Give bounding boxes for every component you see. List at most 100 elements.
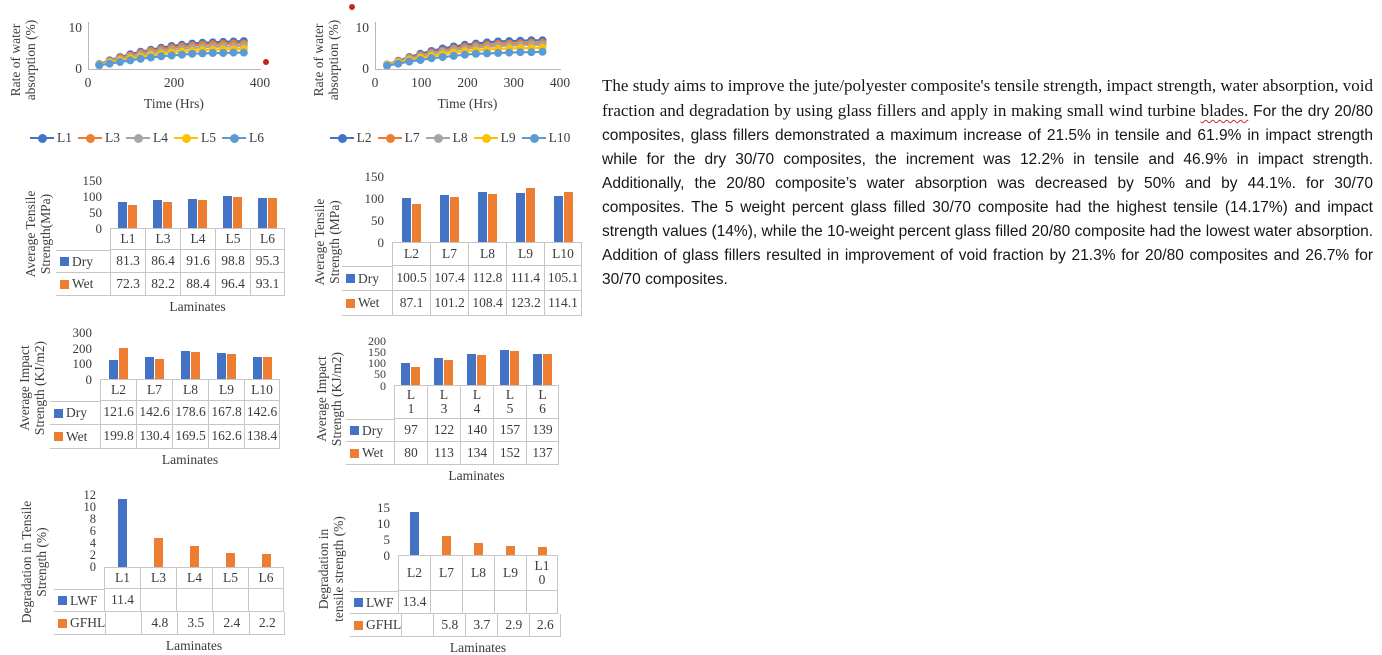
value-cell: 113 (427, 442, 460, 465)
table-row: Dry 97 122 140 157 139 (346, 419, 559, 442)
bar-wet (226, 354, 236, 379)
bar-wet (262, 357, 272, 379)
table-row: Dry 121.6 142.6 178.6 167.8 142.6 (50, 401, 280, 425)
bar-wet (543, 354, 552, 385)
value-cell: 100.5 (392, 266, 430, 291)
y-axis-title: Rate of water absorption (%) (7, 19, 38, 100)
bar-group (104, 495, 140, 567)
bar-group (248, 495, 284, 567)
legend-item: L9 (473, 130, 516, 146)
y-tick-label: 200 (368, 333, 386, 348)
value-cell: 138.4 (244, 425, 280, 449)
category-header-cell: L3 (145, 228, 180, 250)
value-cell: 2.9 (497, 614, 530, 637)
value-cell: 162.6 (208, 425, 244, 449)
legend-key-swatch (354, 620, 363, 630)
y-tick-label: 0 (362, 61, 369, 76)
legend-label: L9 (500, 130, 516, 145)
series-name-label: GFHL (366, 617, 402, 632)
bar-group (244, 332, 280, 379)
category-header-cell: L 1 (394, 385, 427, 419)
legend-label: L2 (356, 130, 372, 145)
series-name-label: GFHL (70, 615, 106, 630)
bar-wet (525, 188, 535, 242)
x-axis-title: Laminates (449, 640, 507, 655)
value-cell (176, 589, 212, 612)
bar-wet (411, 367, 420, 385)
bar-wet (154, 359, 164, 379)
category-header-cell: L 4 (460, 385, 493, 419)
table-row: GFHL 4.8 3.5 2.4 2.2 (54, 612, 286, 635)
value-cell: 139 (526, 419, 559, 442)
plot-area (88, 22, 261, 70)
value-cell: 91.6 (180, 250, 215, 273)
bar-group (526, 340, 559, 385)
bar-gfhl (505, 546, 515, 555)
y-tick-label: 150 (364, 169, 385, 185)
legend-marker (377, 133, 402, 143)
bar-group (430, 507, 462, 555)
value-cell: 2.6 (529, 614, 562, 637)
bar-group (462, 507, 494, 555)
y-axis-title: Average Impact Strength (KJ/m2) (313, 351, 344, 446)
y-tick-label: 50 (89, 205, 102, 221)
series-legend-cell: Dry (346, 419, 394, 442)
bar-lwf (409, 512, 419, 555)
value-cell (430, 591, 462, 614)
bar-group (136, 332, 172, 379)
chart-avg-tensile-L2-set: Average Tensile Strength (MPa) 0 50 100 150 L… (312, 168, 586, 318)
series-name-label: Wet (362, 445, 384, 460)
legend-item: L5 (174, 130, 216, 146)
bar-wet (163, 202, 172, 228)
value-cell (105, 612, 142, 635)
plot-area (398, 507, 558, 555)
paragraph-misspelled-word: blades. (1200, 101, 1249, 120)
x-axis-title: Laminates (169, 299, 226, 314)
legend-key-swatch (354, 598, 363, 607)
y-tick-label: 50 (371, 213, 384, 229)
value-cell: 87.1 (392, 291, 430, 316)
table-row: Wet 87.1 101.2 108.4 123.2 114.1 (342, 291, 582, 316)
chart-avg-impact-L2-set: Average Impact Strength (KJ/m2) 0 100 200 30… (14, 326, 284, 468)
series-name-label: Dry (72, 253, 93, 269)
bar-wet (128, 205, 137, 228)
bar-wet (118, 348, 128, 379)
x-tick-label: 0 (84, 75, 92, 90)
y-tick-label: 8 (89, 512, 96, 527)
bar-gfhl (473, 543, 483, 555)
bar-dry (434, 358, 443, 385)
value-cell: 93.1 (250, 273, 285, 296)
legend-key-swatch (346, 274, 355, 283)
y-tick-label: 150 (82, 173, 103, 189)
bar-dry (223, 196, 232, 228)
series-legend-cell: Dry (56, 250, 110, 273)
stray-red-dot-2 (349, 4, 355, 10)
bar-dry (144, 357, 154, 379)
value-cell: 134 (460, 442, 493, 465)
value-cell: 178.6 (172, 401, 208, 425)
table-header-row: L2 L7 L8 L9 L10 (392, 242, 582, 266)
value-cell: 111.4 (506, 266, 544, 291)
bar-group (392, 176, 430, 242)
category-header-cell: L6 (248, 567, 284, 589)
bar-dry (216, 353, 226, 379)
table-row: Dry 81.3 86.4 91.6 98.8 95.3 (56, 250, 285, 273)
series-legend-cell: Wet (56, 273, 110, 296)
bar-group (468, 176, 506, 242)
bar-wet (510, 351, 519, 385)
bar-wet (477, 355, 486, 385)
value-cell: 123.2 (506, 291, 544, 316)
legend-key-swatch (58, 618, 67, 628)
legend-marker (425, 133, 450, 143)
legend-marker (329, 133, 354, 143)
category-header-cell: L4 (176, 567, 212, 589)
legend-key-swatch (350, 448, 359, 458)
y-tick-label: 100 (364, 191, 385, 207)
x-axis-title: Time (Hrs) (437, 96, 498, 111)
bar-gfhl (153, 538, 163, 567)
bar-dry (500, 350, 509, 385)
legend-label: L7 (404, 130, 420, 145)
value-cell: 86.4 (145, 250, 180, 273)
bar-group (430, 176, 468, 242)
